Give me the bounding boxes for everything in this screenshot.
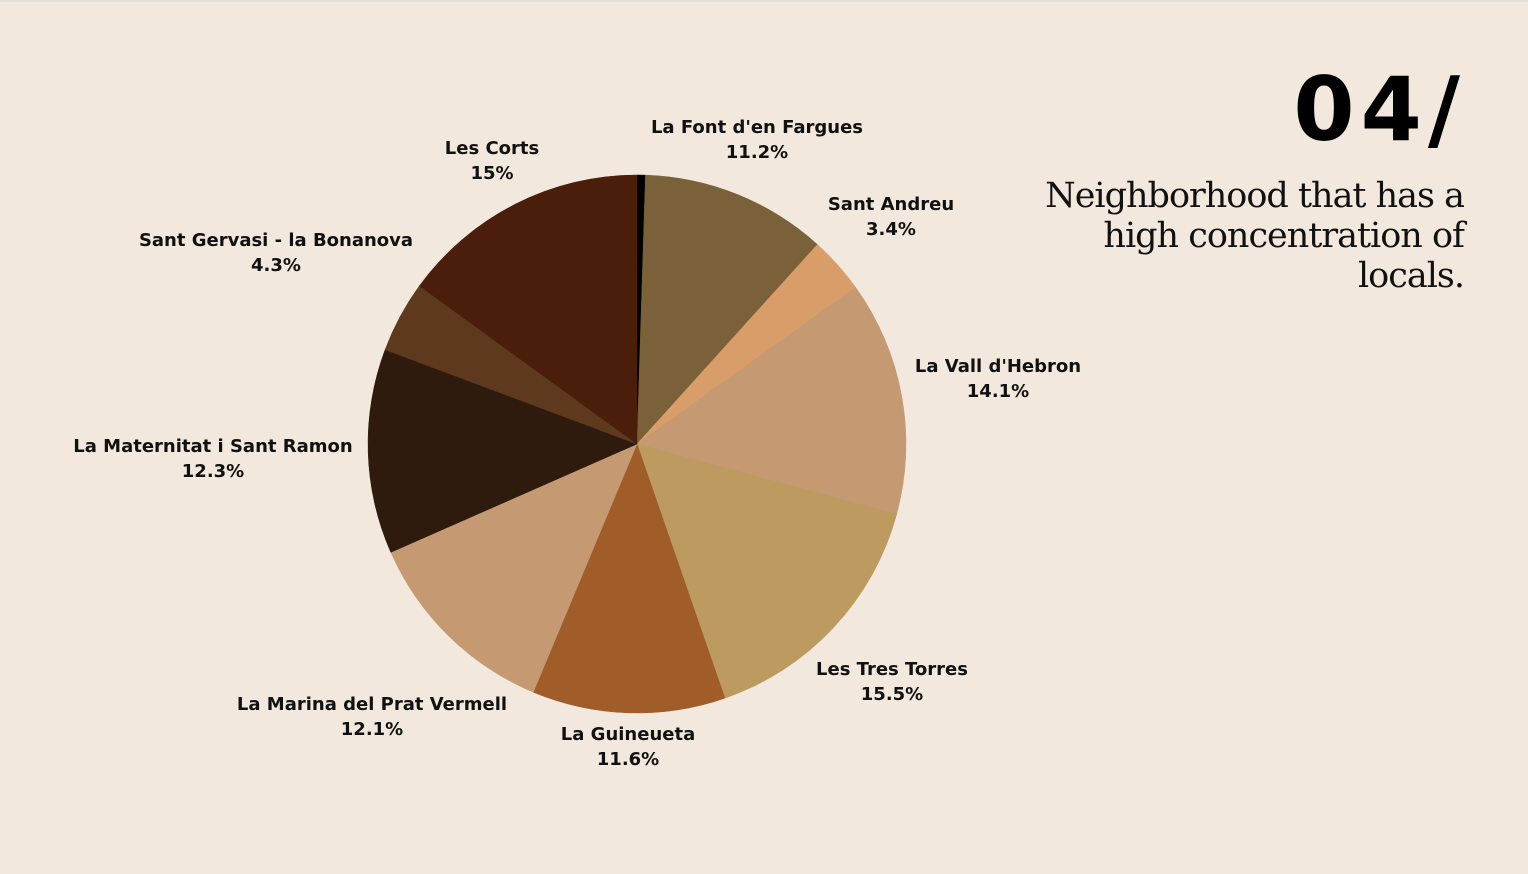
slice-label: La Font d'en Fargues: [651, 117, 863, 138]
slice-label: La Vall d'Hebron: [915, 356, 1081, 377]
pie-slice: [419, 174, 638, 445]
pie-slice: [636, 443, 897, 699]
slice-label: La Marina del Prat Vermell: [237, 694, 507, 715]
pie-slices: [367, 174, 907, 714]
slice-label: Sant Gervasi - la Bonanova: [139, 230, 413, 251]
slice-value-label: 3.4%: [866, 219, 916, 240]
slice-label: La Maternitat i Sant Ramon: [73, 436, 352, 457]
slice-label: Les Corts: [445, 138, 539, 159]
slice-value-label: 11.6%: [597, 749, 659, 770]
pie-slice: [636, 174, 818, 445]
slide-headline: Neighborhood that has a high concentrati…: [1045, 176, 1465, 296]
pie-slice: [367, 349, 638, 553]
slide-number: 04/: [1293, 58, 1466, 161]
slice-value-label: 15.5%: [861, 684, 923, 705]
slice-label: Sant Andreu: [828, 194, 954, 215]
slice-label: Les Tres Torres: [816, 659, 968, 680]
slice-label: La Guineueta: [561, 724, 695, 745]
slice-value-label: 12.1%: [341, 719, 403, 740]
slice-value-label: 15%: [470, 163, 513, 184]
slice-value-label: 4.3%: [251, 255, 301, 276]
pie-slice: [636, 286, 907, 515]
pie-slice: [532, 443, 726, 714]
pie-labels: La Font d'en Fargues 11.2% Sant Andreu 3.4%…: [73, 117, 1081, 770]
slice-value-label: 11.2%: [726, 142, 788, 163]
slice-value-label: 14.1%: [967, 381, 1029, 402]
pie-slice: [390, 443, 638, 693]
slice-value-label: 12.3%: [182, 461, 244, 482]
